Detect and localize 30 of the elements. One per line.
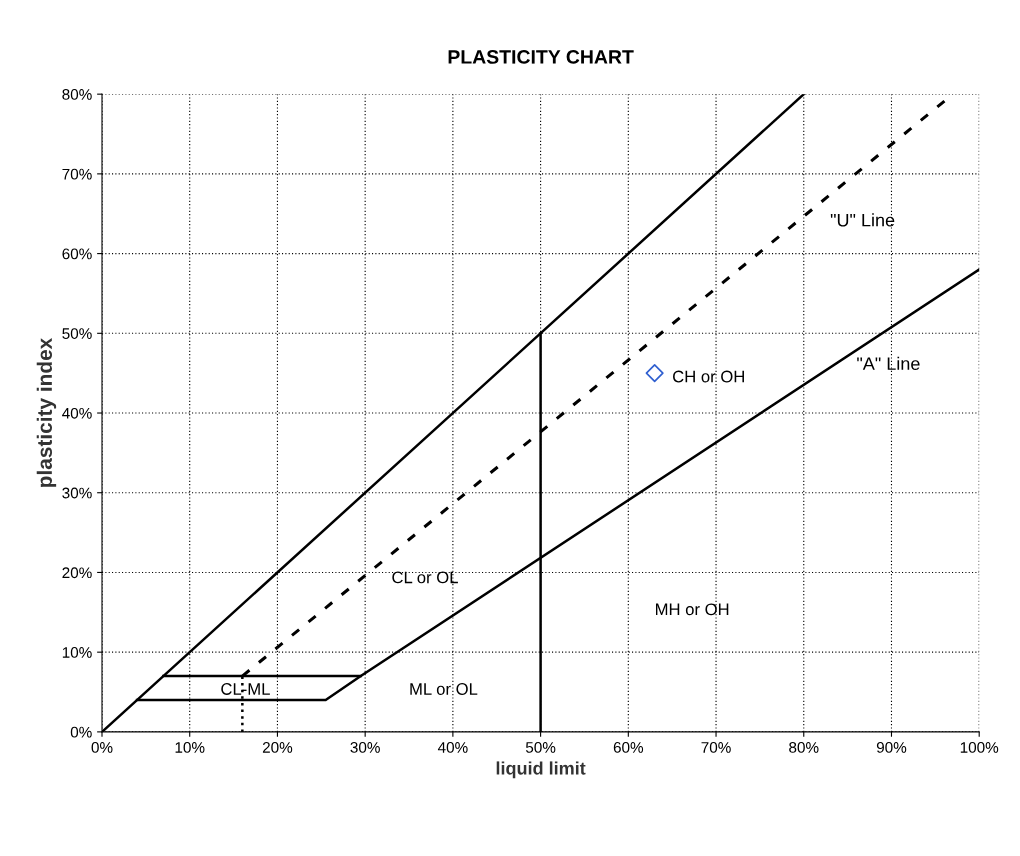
annotation: "A" Line (857, 356, 920, 371)
y-tick-label: 10% (62, 647, 92, 658)
x-tick-label: 60% (613, 742, 644, 753)
y-tick-label: 40% (62, 407, 92, 419)
x-tick-label: 0% (91, 742, 113, 753)
x-tick-label: 50% (525, 742, 556, 753)
x-tick-label: 90% (876, 742, 907, 753)
x-tick-label: 10% (175, 742, 205, 753)
x-tick-label: 40% (437, 742, 468, 753)
x-tick-label: 100% (960, 742, 999, 753)
y-tick-label: 70% (62, 168, 92, 180)
chart-title: PLASTICITY CHART (448, 50, 634, 64)
annotation: CL-ML (221, 683, 270, 695)
annotation: ML or OL (410, 683, 478, 695)
y-tick-label: 60% (62, 248, 92, 260)
x-axis-title: liquid limit (496, 761, 586, 779)
y-tick-label: 30% (62, 487, 92, 499)
y-axis-title: plasticity index (36, 337, 57, 487)
y-tick-label: 80% (62, 89, 92, 100)
x-tick-label: 80% (789, 742, 819, 753)
x-tick-label: 30% (350, 742, 380, 753)
y-tick-label: 0% (70, 726, 92, 738)
annotation: "U" Line (830, 213, 895, 227)
y-tick-label: 20% (62, 567, 92, 579)
x-tick-label: 70% (701, 742, 731, 753)
x-tick-label: 20% (262, 742, 293, 753)
annotation: CH or OH (673, 370, 744, 383)
annotation: MH or OH (656, 603, 729, 616)
annotation: CL or OL (392, 571, 458, 584)
y-tick-label: 50% (62, 328, 92, 339)
